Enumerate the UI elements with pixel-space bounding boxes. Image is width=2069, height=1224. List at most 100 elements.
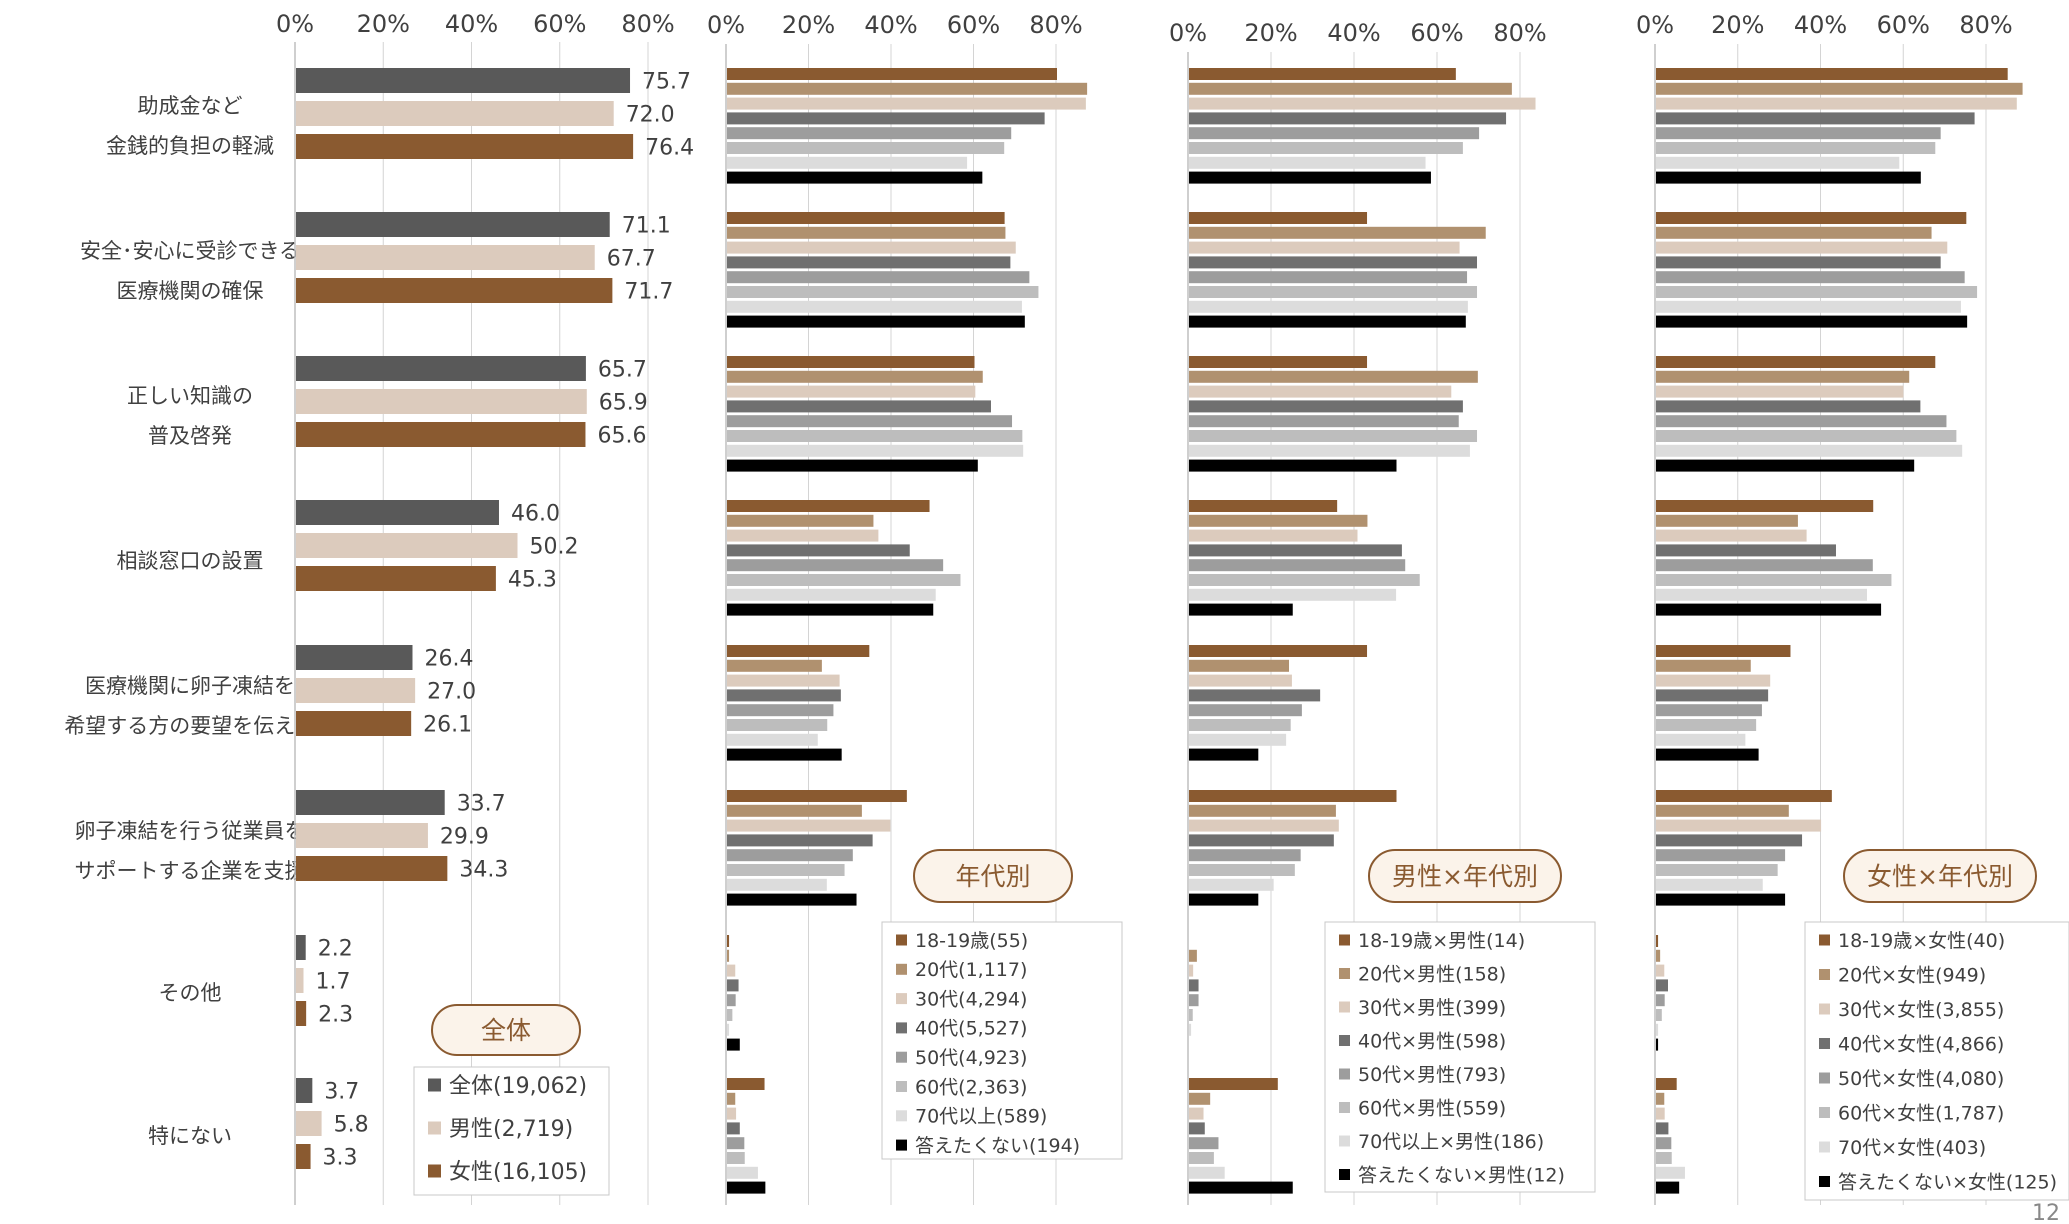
- bar: [727, 864, 845, 876]
- legend-swatch: [1339, 934, 1350, 946]
- x-tick-label: 80%: [621, 10, 674, 38]
- bar: [727, 1122, 740, 1135]
- data-label: 65.7: [598, 358, 647, 383]
- data-label: 1.7: [316, 970, 351, 995]
- bar: [727, 68, 1057, 80]
- chart-panel-1: 0% 20% 40% 60% 80% 75.7 71.1 65.7 46.0 26.4 33.7 2.…: [276, 10, 694, 1205]
- bar: [1656, 588, 1868, 601]
- bar: [1656, 271, 1965, 284]
- bar: [727, 949, 730, 962]
- legend-entry: 70代以上×男性(186): [1358, 1131, 1544, 1153]
- bar: [296, 790, 445, 815]
- bar: [1189, 588, 1397, 601]
- bar: [1656, 935, 1659, 947]
- legend-entry: 18-19歳(55): [915, 930, 1028, 952]
- bar: [1189, 112, 1507, 125]
- bar: [1189, 400, 1463, 413]
- bar: [727, 645, 870, 657]
- category-label: その他: [159, 981, 222, 1005]
- data-label: 29.9: [440, 825, 489, 850]
- bar: [1656, 719, 1757, 731]
- bar: [1656, 748, 1759, 761]
- panel-badge-label: 全体: [481, 1016, 531, 1045]
- bar: [296, 278, 613, 303]
- bar: [1189, 356, 1368, 368]
- bar: [1656, 559, 1873, 572]
- legend-swatch: [1819, 1107, 1830, 1118]
- x-tick-label: 60%: [533, 10, 586, 38]
- data-label: 65.9: [599, 391, 648, 416]
- bar: [296, 245, 595, 270]
- category-label: 普及啓発: [148, 424, 232, 448]
- legend-swatch: [1819, 1176, 1830, 1187]
- bar: [727, 819, 891, 832]
- bar: [1656, 1181, 1680, 1194]
- bar: [727, 979, 739, 992]
- bar: [727, 574, 961, 586]
- bar: [296, 678, 416, 703]
- bar: [727, 459, 978, 472]
- bar: [1656, 964, 1665, 977]
- bar: [727, 704, 834, 717]
- bar: [1656, 819, 1822, 832]
- data-label: 71.1: [622, 214, 671, 239]
- bar: [1656, 1152, 1672, 1164]
- category-label: 医療機関の確保: [117, 279, 264, 303]
- bar: [1189, 864, 1295, 876]
- legend-swatch: [1339, 1035, 1350, 1046]
- data-label: 72.0: [626, 103, 675, 128]
- bar: [1189, 659, 1290, 672]
- data-label: 45.3: [508, 568, 557, 593]
- bar: [727, 241, 1016, 254]
- legend-swatch: [896, 1051, 907, 1063]
- category-label: 卵子凍結を行う従業員を: [75, 819, 306, 843]
- bar: [727, 719, 828, 731]
- data-label: 33.7: [457, 792, 506, 817]
- bar: [1189, 1078, 1278, 1090]
- bar: [727, 1181, 766, 1194]
- bar: [1656, 1122, 1669, 1135]
- chart-panel-4: 0% 20% 40% 60% 80% 18-19歳×女性(40) 20代×女性(949) 30…: [1636, 11, 2069, 1205]
- bar: [1656, 315, 1968, 328]
- bar: [1189, 1092, 1211, 1105]
- bar: [1656, 127, 1941, 140]
- bar: [1189, 603, 1293, 616]
- bar: [727, 689, 841, 702]
- bar: [1656, 256, 1941, 269]
- panel-badge-label: 女性×年代別: [1867, 862, 2013, 891]
- bar: [1656, 142, 1936, 154]
- bar: [727, 964, 736, 977]
- bar: [1189, 241, 1460, 254]
- bar: [1189, 68, 1456, 80]
- bar: [1656, 864, 1778, 876]
- bar: [727, 385, 976, 398]
- bar: [1189, 893, 1259, 906]
- bar: [1189, 1137, 1219, 1150]
- bar: [727, 603, 934, 616]
- legend-entry: 60代(2,363): [915, 1076, 1027, 1098]
- bar: [727, 226, 1006, 239]
- panel-badge: [913, 849, 1073, 903]
- legend-entry: 40代(5,527): [915, 1018, 1027, 1040]
- x-tick-label: 40%: [864, 11, 917, 39]
- bar: [727, 529, 879, 542]
- legend-entry: 40代×女性(4,866): [1838, 1033, 2004, 1055]
- legend-swatch: [1339, 1135, 1350, 1147]
- legend-swatch: [428, 1121, 441, 1135]
- legend-box: [413, 1066, 610, 1196]
- bar: [727, 588, 936, 601]
- bar: [1189, 156, 1426, 169]
- bar: [727, 935, 730, 947]
- legend-entry: 答えたくない×男性(12): [1358, 1164, 1565, 1186]
- bar: [727, 400, 991, 413]
- category-label: 正しい知識の: [127, 384, 253, 408]
- legend-entry: 60代×女性(1,787): [1838, 1102, 2004, 1124]
- x-tick-label: 40%: [1327, 19, 1380, 47]
- bar: [727, 142, 1005, 154]
- bar: [727, 1038, 740, 1051]
- bar: [1189, 964, 1194, 977]
- bar: [727, 804, 862, 817]
- bar: [1656, 1009, 1662, 1021]
- bar: [1656, 704, 1762, 717]
- bar: [1656, 1078, 1677, 1090]
